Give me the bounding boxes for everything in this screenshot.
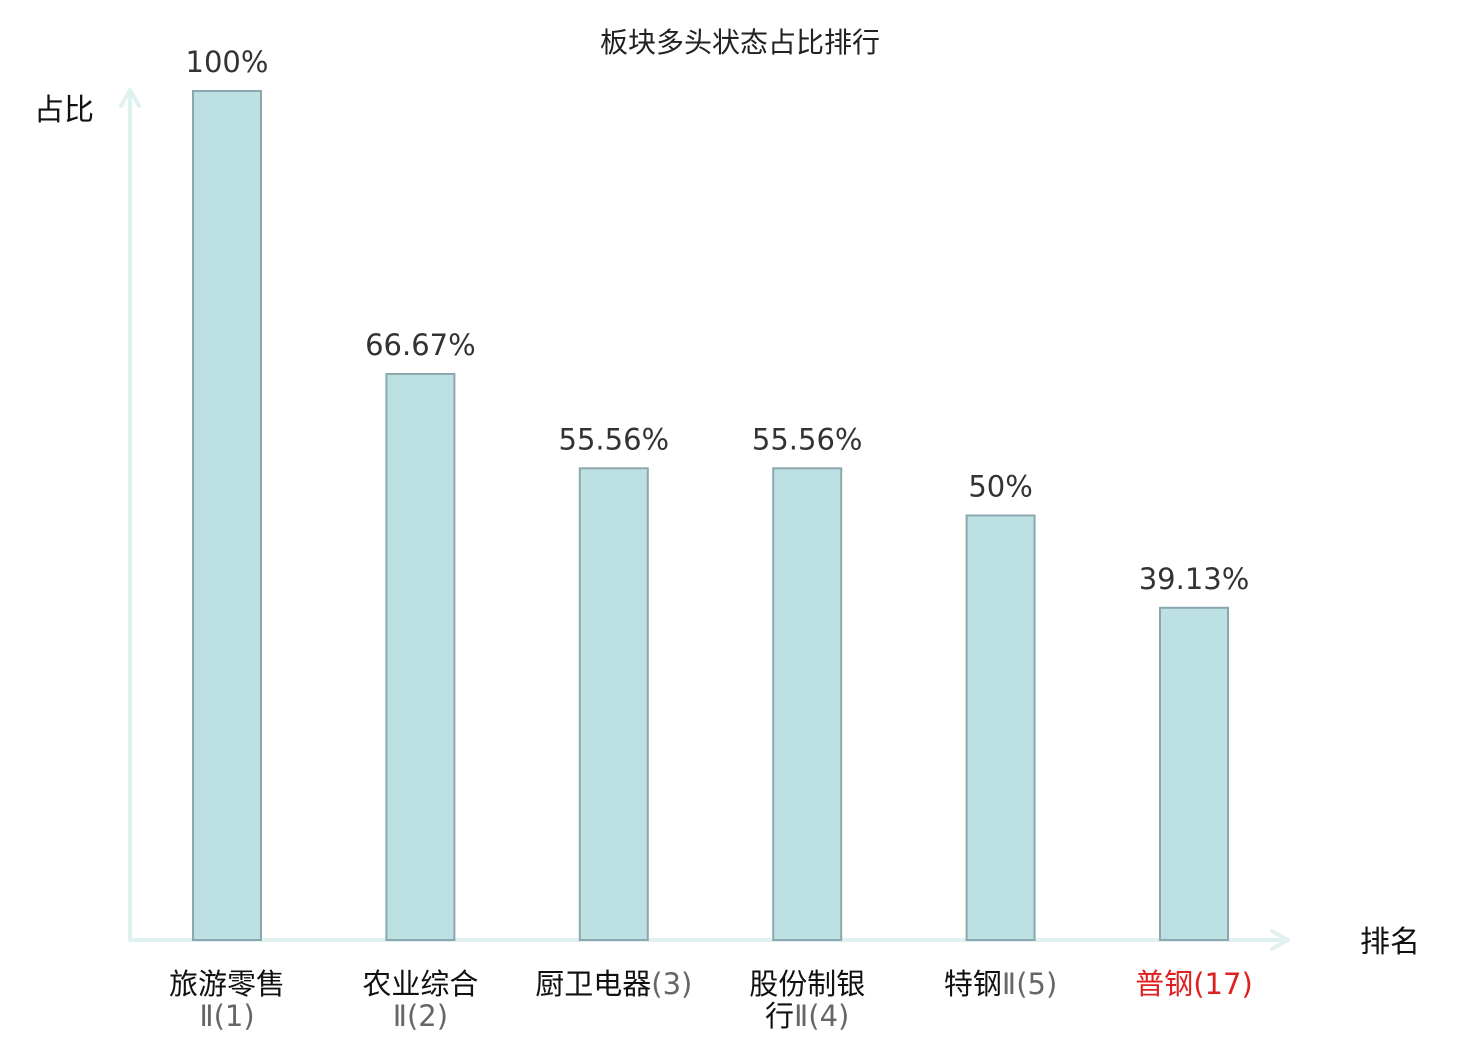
data-labels: 100% 66.67% 55.56% 55.56% 50% 39.13% (186, 45, 1250, 596)
bar (192, 90, 262, 941)
category-name: 旅游零售 (169, 967, 285, 1001)
category-label: Ⅱ(1) (199, 999, 254, 1033)
category-label: 行Ⅱ(4) (765, 999, 849, 1033)
axes (119, 88, 1290, 951)
category-name: 特钢 (944, 967, 1002, 1001)
category-rank: Ⅱ(4) (794, 999, 849, 1033)
y-axis-arrow (119, 88, 141, 108)
category-rank: (3) (651, 967, 692, 1001)
data-label: 55.56% (559, 422, 670, 456)
y-axis-label: 占比 (34, 93, 94, 128)
category-name: 股份制银 (749, 967, 865, 1001)
category-name: 行 (765, 999, 794, 1033)
bar (1159, 606, 1229, 942)
x-axis-label: 排名 (1360, 925, 1420, 960)
category-label: 旅游零售 (169, 967, 285, 1001)
category-name: 农业综合 (362, 967, 478, 1001)
category-label: 厨卫电器(3) (535, 967, 692, 1001)
category-label: 农业综合 (362, 967, 478, 1001)
bar (578, 467, 649, 941)
data-label: 55.56% (752, 422, 863, 456)
category-rank: Ⅱ(2) (393, 999, 448, 1033)
data-label: 39.13% (1139, 562, 1250, 596)
bar (772, 467, 843, 941)
category-rank: (17) (1193, 967, 1253, 1001)
bar (385, 372, 456, 942)
category-label: 普钢(17) (1135, 967, 1253, 1001)
category-name: 普钢 (1135, 967, 1193, 1001)
category-label: 股份制银 (749, 967, 865, 1001)
category-name: 厨卫电器 (535, 967, 651, 1001)
category-rank: Ⅱ(5) (1002, 967, 1057, 1001)
category-label: 特钢Ⅱ(5) (944, 967, 1057, 1001)
data-label: 50% (968, 470, 1032, 504)
data-label: 100% (186, 45, 269, 79)
category-label: Ⅱ(2) (393, 999, 448, 1033)
bars (192, 90, 1229, 942)
data-label: 66.67% (365, 328, 476, 362)
chart-title: 板块多头状态占比排行 (600, 26, 880, 59)
category-rank: Ⅱ(1) (199, 999, 254, 1033)
x-axis-arrow (1270, 929, 1290, 951)
bar (965, 514, 1036, 941)
